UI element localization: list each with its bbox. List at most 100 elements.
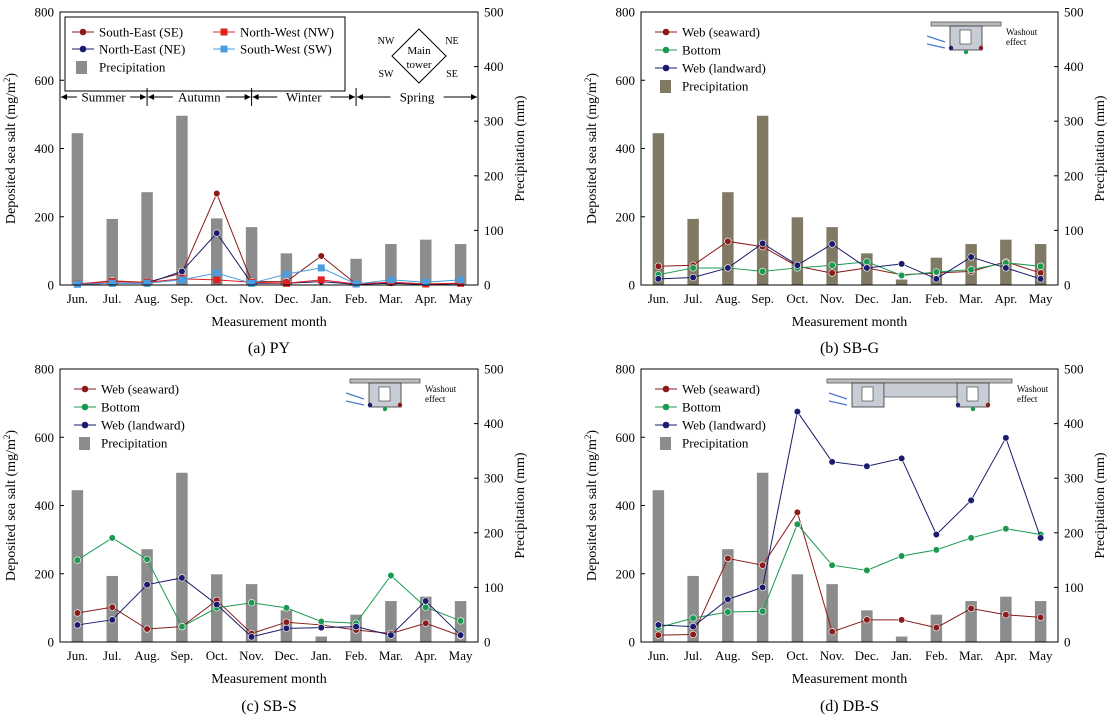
girder-deck — [349, 378, 421, 384]
sensor-seaward-icon — [985, 402, 991, 408]
x-tick-label: Dec. — [855, 291, 879, 306]
series-marker — [317, 264, 325, 272]
x-tick-label: Jul. — [684, 291, 702, 306]
y-tick-label: 0 — [629, 278, 636, 293]
compass-diagram: Main tower NW NE SW SE — [378, 28, 459, 84]
series-line — [658, 523, 1041, 629]
series-marker — [1002, 434, 1010, 442]
y2-tick-label: 300 — [484, 114, 504, 129]
legend-marker — [220, 45, 228, 53]
inset-note: effect — [1017, 394, 1038, 404]
x-tick-label: Feb. — [345, 648, 368, 663]
series-marker — [689, 264, 697, 272]
series-line — [77, 278, 461, 285]
season-arrowhead — [61, 94, 67, 100]
x-axis-title: Measurement month — [792, 315, 907, 330]
sensor-landward-icon — [948, 45, 954, 51]
inset-note: effect — [425, 394, 446, 404]
y2-tick-label: 400 — [484, 416, 504, 431]
x-tick-label: Jun. — [648, 648, 669, 663]
precip-bar — [71, 490, 84, 642]
series-marker — [456, 631, 465, 639]
precip-bar — [385, 601, 397, 642]
x-tick-label: May — [1029, 291, 1053, 306]
series-marker — [967, 534, 975, 542]
y2-tick-label: 0 — [484, 278, 491, 293]
series-marker — [1002, 611, 1010, 619]
series-marker — [317, 624, 325, 632]
legend-marker — [81, 403, 89, 411]
series-marker — [967, 496, 975, 504]
y2-axis-title: Precipitation (mm) — [1093, 95, 1108, 201]
series-marker — [898, 271, 906, 280]
series-marker — [863, 566, 871, 574]
legend-label: Bottom — [682, 43, 721, 58]
season-arrowhead — [244, 94, 251, 100]
series-marker — [654, 621, 662, 629]
precip-bar — [895, 279, 908, 285]
y-tick-label: 0 — [48, 635, 55, 650]
series-marker — [1037, 613, 1045, 622]
series-marker — [932, 268, 940, 276]
series-marker — [456, 617, 465, 625]
legend-label: South-East (SE) — [99, 25, 183, 40]
series-marker — [387, 571, 395, 580]
y2-tick-label: 0 — [1064, 635, 1071, 650]
x-tick-label: Jul. — [103, 648, 121, 663]
legend-box — [64, 16, 346, 92]
series-marker — [387, 631, 395, 639]
sensor-bottom-icon — [970, 406, 976, 412]
series-marker — [282, 279, 290, 287]
x-tick-label: May — [449, 291, 473, 306]
season-arrowhead — [349, 94, 356, 100]
series-marker — [759, 239, 767, 247]
compass-center: tower — [406, 59, 431, 71]
wind-arrow-icon — [926, 43, 946, 49]
x-tick-label: Sep. — [171, 291, 194, 306]
x-tick-label: Jan. — [311, 648, 332, 663]
series-marker — [108, 603, 116, 611]
wind-arrow-icon — [926, 35, 946, 43]
y2-tick-label: 400 — [1064, 59, 1084, 74]
x-tick-label: Oct. — [206, 291, 228, 306]
series-marker — [932, 546, 940, 554]
legend-swatch — [660, 80, 671, 93]
legend-marker — [81, 421, 89, 429]
y2-tick-label: 400 — [484, 59, 504, 74]
legend-label: Web (landward) — [101, 418, 185, 433]
precip-bar — [652, 490, 665, 642]
series-marker — [967, 266, 975, 274]
y-tick-label: 800 — [616, 5, 636, 20]
series-marker — [73, 621, 82, 629]
x-tick-label: Nov. — [239, 291, 264, 306]
series-marker — [282, 624, 291, 632]
series-marker — [689, 614, 697, 622]
series-marker — [654, 262, 662, 270]
compass-label: SW — [379, 69, 395, 80]
series-marker — [759, 561, 767, 569]
series-line — [77, 267, 461, 285]
x-tick-label: Jan. — [891, 648, 912, 663]
x-tick-label: May — [1029, 648, 1053, 663]
series-marker — [108, 279, 116, 287]
y-tick-label: 200 — [35, 209, 55, 224]
x-tick-label: Mar. — [379, 648, 403, 663]
x-tick-label: Jun. — [67, 648, 88, 663]
x-axis-title: Measurement month — [211, 315, 326, 330]
legend-marker — [79, 28, 87, 36]
wind-arrow-icon — [345, 400, 365, 406]
series-marker — [282, 618, 291, 626]
x-tick-label: Jul. — [684, 648, 702, 663]
precip-bar — [245, 227, 258, 285]
legend-marker — [662, 403, 670, 411]
season-arrowhead — [140, 94, 147, 100]
x-tick-label: Mar. — [959, 291, 983, 306]
x-tick-label: Apr. — [995, 291, 1018, 306]
series-line — [658, 261, 1041, 276]
series-marker — [689, 273, 697, 282]
compass-center: Main — [407, 45, 431, 57]
x-tick-label: Dec. — [855, 648, 879, 663]
compass-label: NW — [378, 36, 395, 47]
series-marker — [73, 280, 81, 288]
